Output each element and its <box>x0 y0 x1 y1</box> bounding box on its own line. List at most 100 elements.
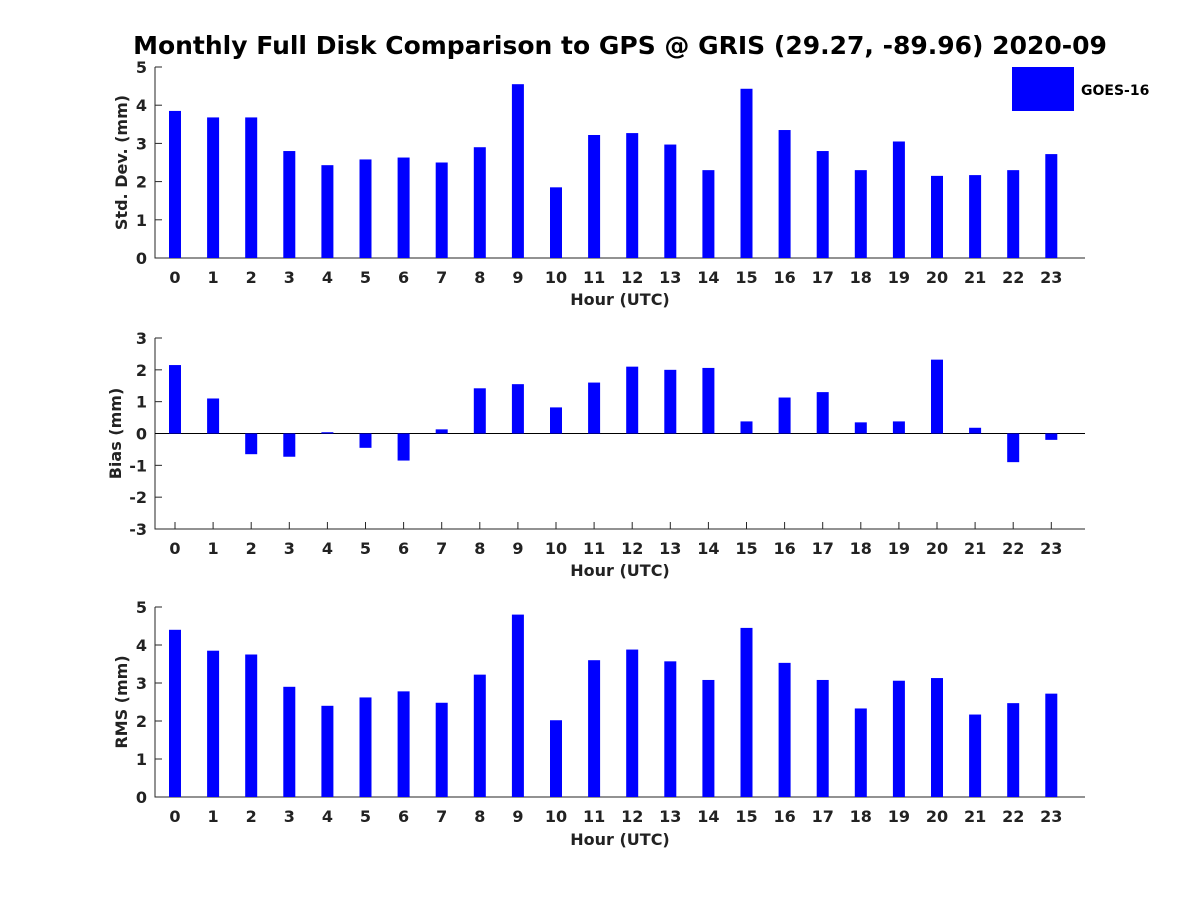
x-tick-label: 3 <box>284 268 295 287</box>
bar-hour-21 <box>969 175 982 258</box>
bar-hour-10 <box>550 407 562 434</box>
x-tick-label: 5 <box>360 539 371 558</box>
y-tick-label: 0 <box>136 788 147 807</box>
bar-hour-2 <box>245 654 258 797</box>
x-tick-label: 7 <box>436 807 447 826</box>
x-tick-label: 19 <box>888 539 910 558</box>
x-tick-label: 22 <box>1002 539 1024 558</box>
bar-hour-14 <box>702 679 715 797</box>
x-tick-label: 18 <box>850 807 872 826</box>
y-tick-label: 1 <box>136 211 147 230</box>
x-tick-label: 10 <box>545 539 567 558</box>
x-axis-label: Hour (UTC) <box>570 830 670 849</box>
x-tick-label: 10 <box>545 807 567 826</box>
x-tick-label: 16 <box>773 807 795 826</box>
bar-hour-11 <box>588 134 601 258</box>
x-tick-label: 11 <box>583 268 605 287</box>
bar-hour-18 <box>854 170 867 258</box>
y-tick-label: 2 <box>136 173 147 192</box>
bar-hour-8 <box>473 147 486 258</box>
bar-hour-1 <box>207 398 220 434</box>
bar-hour-7 <box>435 702 448 797</box>
x-tick-label: 19 <box>888 807 910 826</box>
x-tick-label: 18 <box>850 539 872 558</box>
x-tick-label: 22 <box>1002 268 1024 287</box>
x-tick-label: 6 <box>398 539 409 558</box>
x-tick-label: 16 <box>773 268 795 287</box>
x-tick-label: 12 <box>621 807 643 826</box>
y-tick-label: 3 <box>136 329 147 348</box>
bar-hour-3 <box>283 151 296 258</box>
bar-hour-14 <box>702 170 715 258</box>
y-tick-label: -2 <box>129 488 147 507</box>
bar-hour-12 <box>626 649 639 797</box>
x-tick-label: 23 <box>1040 539 1062 558</box>
bar-hour-17 <box>816 151 829 258</box>
bar-hour-12 <box>626 133 639 258</box>
y-tick-label: -3 <box>129 520 147 539</box>
x-tick-label: 23 <box>1040 268 1062 287</box>
bar-hour-11 <box>588 382 601 434</box>
bar-hour-16 <box>778 130 791 258</box>
x-tick-label: 6 <box>398 807 409 826</box>
y-tick-label: 4 <box>136 636 147 655</box>
x-tick-label: 4 <box>322 539 333 558</box>
x-tick-label: 20 <box>926 539 948 558</box>
bar-hour-0 <box>169 365 181 434</box>
bar-hour-18 <box>854 708 867 797</box>
y-tick-label: 1 <box>136 393 147 412</box>
x-tick-label: 14 <box>697 539 719 558</box>
legend: GOES-16 <box>1012 67 1149 111</box>
x-tick-label: 3 <box>284 539 295 558</box>
bar-hour-17 <box>816 679 829 797</box>
x-tick-label: 13 <box>659 807 681 826</box>
bar-hour-0 <box>169 629 181 797</box>
x-tick-label: 17 <box>812 807 834 826</box>
bar-hour-22 <box>1007 703 1020 797</box>
legend-label: GOES-16 <box>1081 83 1149 99</box>
x-tick-label: 17 <box>812 539 834 558</box>
bar-hour-19 <box>892 680 905 797</box>
bar-hour-2 <box>245 117 258 258</box>
chart-title: Monthly Full Disk Comparison to GPS @ GR… <box>133 31 1107 60</box>
x-tick-label: 15 <box>735 268 757 287</box>
bar-hour-15 <box>740 627 753 797</box>
bar-hour-20 <box>931 175 943 258</box>
y-tick-label: 3 <box>136 674 147 693</box>
bar-hour-16 <box>778 397 791 434</box>
bar-hour-20 <box>931 359 943 434</box>
bar-hour-5 <box>359 159 372 258</box>
x-tick-label: 13 <box>659 539 681 558</box>
x-tick-label: 19 <box>888 268 910 287</box>
x-tick-label: 15 <box>735 539 757 558</box>
x-tick-label: 9 <box>512 539 523 558</box>
bar-hour-13 <box>664 144 677 258</box>
y-tick-label: 0 <box>136 425 147 444</box>
bar-hour-13 <box>664 369 677 434</box>
x-tick-label: 0 <box>169 268 180 287</box>
bar-hour-18 <box>854 422 867 434</box>
bar-hour-21 <box>969 427 982 434</box>
x-tick-label: 18 <box>850 268 872 287</box>
x-tick-label: 21 <box>964 807 986 826</box>
x-tick-label: 1 <box>208 807 219 826</box>
y-tick-label: 0 <box>136 249 147 268</box>
x-axis-label: Hour (UTC) <box>570 290 670 309</box>
y-tick-label: 5 <box>136 58 147 77</box>
x-tick-label: 5 <box>360 807 371 826</box>
bar-hour-9 <box>511 84 524 258</box>
x-tick-label: 7 <box>436 268 447 287</box>
x-tick-label: 16 <box>773 539 795 558</box>
bar-hour-11 <box>588 660 601 797</box>
x-tick-label: 4 <box>322 807 333 826</box>
y-tick-label: 1 <box>136 750 147 769</box>
bar-hour-3 <box>283 686 296 797</box>
x-tick-label: 2 <box>246 268 257 287</box>
y-tick-label: 3 <box>136 134 147 153</box>
x-tick-label: 0 <box>169 539 180 558</box>
bar-hour-23 <box>1045 433 1058 440</box>
y-tick-label: 2 <box>136 361 147 380</box>
x-tick-label: 20 <box>926 268 948 287</box>
x-tick-label: 13 <box>659 268 681 287</box>
bar-hour-4 <box>321 432 334 434</box>
